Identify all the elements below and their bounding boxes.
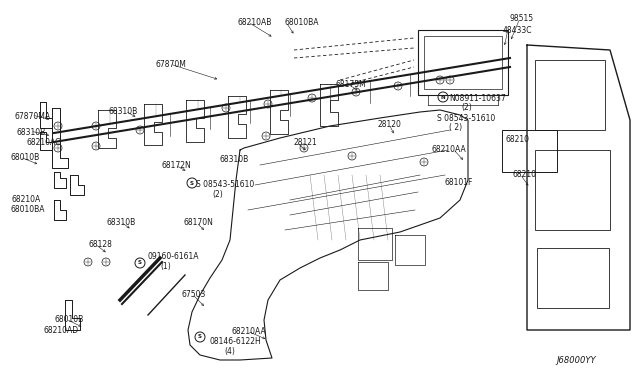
Text: 68101F: 68101F (445, 178, 474, 187)
Text: 28120: 28120 (378, 120, 402, 129)
Bar (418, 30, 508, 95)
Text: 68310B: 68310B (219, 155, 248, 164)
Bar (535, 60, 605, 130)
Text: 98515: 98515 (510, 14, 534, 23)
Text: 09160-6161A: 09160-6161A (148, 252, 200, 261)
Text: 68210: 68210 (506, 135, 530, 144)
Text: N: N (441, 94, 445, 99)
Text: S: S (198, 334, 202, 340)
Text: 28121: 28121 (294, 138, 317, 147)
Text: 68310B: 68310B (108, 107, 137, 116)
Text: 68172N: 68172N (161, 161, 191, 170)
Text: 68210AB: 68210AB (238, 18, 273, 27)
Text: 68210A: 68210A (11, 195, 40, 204)
Text: 68210AD: 68210AD (43, 326, 78, 335)
Text: S 08543-51610: S 08543-51610 (437, 114, 495, 123)
Bar (537, 248, 609, 308)
Text: 68175M: 68175M (336, 80, 367, 89)
Text: 68210AC: 68210AC (26, 138, 60, 147)
Text: N08911-10637: N08911-10637 (449, 94, 506, 103)
Text: 67503: 67503 (181, 290, 205, 299)
Text: 68210AA: 68210AA (232, 327, 267, 336)
Text: 67870M: 67870M (155, 60, 186, 69)
Text: 68010B: 68010B (10, 153, 39, 162)
Text: (1): (1) (160, 262, 171, 271)
Text: 68310B: 68310B (16, 128, 45, 137)
Text: 68210AA: 68210AA (432, 145, 467, 154)
Bar (502, 130, 557, 172)
Bar (424, 36, 502, 89)
Text: (2): (2) (212, 190, 223, 199)
Text: 68310B: 68310B (106, 218, 135, 227)
Text: S: S (138, 260, 142, 266)
Text: S: S (190, 180, 194, 186)
Text: S 08543-51610: S 08543-51610 (196, 180, 254, 189)
Text: 68210: 68210 (513, 170, 537, 179)
Text: 68010B: 68010B (54, 315, 83, 324)
Text: 68128: 68128 (88, 240, 112, 249)
Text: 08146-6122H: 08146-6122H (210, 337, 262, 346)
Bar (535, 150, 610, 230)
Text: (2): (2) (461, 103, 472, 112)
Text: 68010BA: 68010BA (285, 18, 319, 27)
Text: 67870MA: 67870MA (14, 112, 50, 121)
Text: 48433C: 48433C (503, 26, 532, 35)
Text: ( 2): ( 2) (449, 123, 462, 132)
Text: (4): (4) (224, 347, 235, 356)
Text: 68010BA: 68010BA (10, 205, 45, 214)
Text: 68170N: 68170N (184, 218, 214, 227)
Text: J68000YY: J68000YY (556, 356, 596, 365)
